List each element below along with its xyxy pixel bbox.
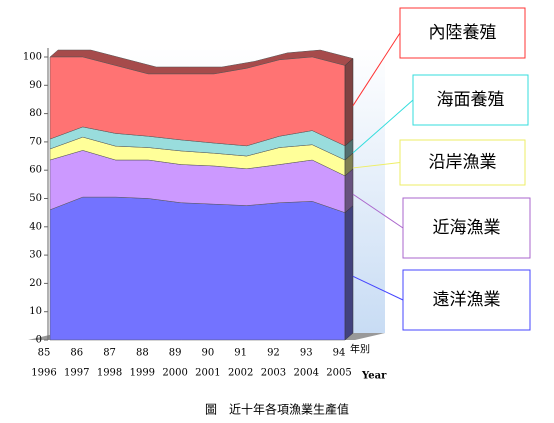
area-side-face [344,57,354,147]
chart-title: 圖 近十年各項漁業生產值 [205,402,349,417]
y-tick-label: 10 [29,306,42,317]
legend-box [399,139,526,186]
legend-label: 近海漁業 [433,218,501,238]
callout-line [352,99,414,154]
x-tick-label-year: 1998 [97,368,122,379]
side-wall [345,58,353,341]
area [49,196,346,341]
x-tick-label-year: 2000 [162,368,187,379]
x-tick-label: 85 [38,348,51,359]
x-tick-label-year: 2005 [326,368,351,379]
x-tick-label: 87 [103,348,116,359]
legend-label: 遠洋漁業 [433,290,501,310]
x-tick-label-year: 1999 [130,368,155,379]
y-tick-label: 60 [29,165,42,176]
x-tick-label: 90 [202,348,215,359]
x-tick-label: 93 [300,348,313,359]
x-tick-label-year: 1996 [31,368,56,379]
y-tick-label: 20 [29,278,42,289]
x-tick-label-year: 2003 [261,368,286,379]
x-tick-label-year: 2001 [195,368,220,379]
y-tick-label: 70 [29,136,42,147]
legend-box [402,197,531,259]
legend-label: 沿岸漁業 [429,153,497,173]
callout-line [352,162,401,169]
callout-line [352,32,401,106]
x-tick-label: 91 [234,348,247,359]
x-tick-label-year: 2004 [293,368,318,379]
legend-box [402,269,531,331]
y-tick-label: 30 [29,250,42,261]
y-tick-label: 0 [36,335,42,346]
callout-line [352,275,404,301]
x-axis-label: 年別 [350,343,370,356]
y-tick-label: 40 [29,221,42,232]
x-tick-label: 92 [267,348,280,359]
x-tick-label: 86 [70,348,83,359]
legend-box [412,74,529,126]
callout-line [352,193,404,229]
y-tick-label: 50 [29,193,42,204]
x-tick-label: 89 [169,348,182,359]
x-axis-label-en: Year [361,371,387,382]
y-tick-label: 100 [23,52,42,63]
x-tick-label-year: 1997 [64,368,89,379]
legend-label: 海面養殖 [437,90,505,110]
x-tick-label: 94 [333,348,346,359]
y-tick-label: 80 [29,108,42,119]
x-tick-label-year: 2002 [228,368,253,379]
y-tick-label: 90 [29,80,42,91]
legend-box [399,7,526,59]
x-tick-label: 88 [136,348,149,359]
legend-label: 內陸養殖 [429,23,497,43]
